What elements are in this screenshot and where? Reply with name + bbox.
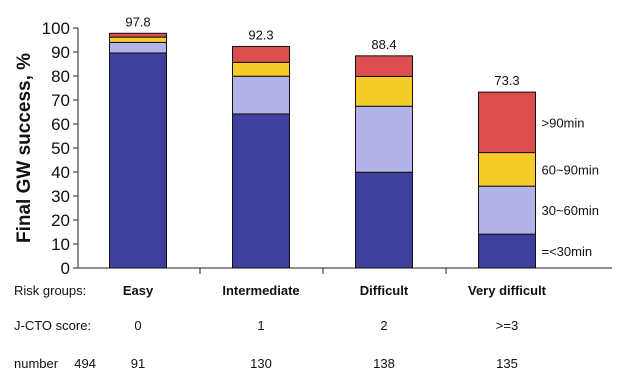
bar-segment [109,36,167,43]
bar-segment [355,75,413,107]
y-tick-label: 50 [51,139,70,158]
bar-total-label: 73.3 [494,73,519,88]
bar-total-label: 88.4 [371,37,396,52]
bar-segment [478,152,536,187]
bar-segment [355,55,413,77]
bar-segment [232,113,290,269]
risk-group-label: Intermediate [222,283,299,298]
y-tick-label: 70 [51,91,70,110]
y-tick-label: 30 [51,187,70,206]
legend-label: =<30min [542,244,593,259]
bar-segment [355,105,413,173]
bar-total-label: 92.3 [248,27,273,42]
risk-group-label: Very difficult [468,283,547,298]
y-tick-label: 100 [42,19,70,38]
y-tick-label: 10 [51,235,70,254]
bar-segment [109,32,167,38]
bar-segment [109,52,167,269]
row-label: J-CTO score: [14,318,91,333]
row-value: 138 [373,356,395,371]
labels: 97.8 92.3 88.4 73.3 =<30min 30~60min 60~90min >… [125,14,599,259]
y-tick-label: 0 [61,259,70,278]
risk-group-label: Difficult [360,283,409,298]
bar-segment [109,41,167,54]
legend-label: 30~60min [542,203,599,218]
bar-segment [232,61,290,77]
y-tick-label: 60 [51,115,70,134]
legend-label: 60~90min [542,162,599,177]
y-tick-label: 90 [51,43,70,62]
risk-group-label: Easy [123,283,154,298]
row-label: number [14,356,59,371]
bar-segment [478,233,536,269]
bars [109,32,536,269]
legend-label: >90min [542,115,585,130]
summary-table: Risk groups: Easy Intermediate Difficult Ver… [14,283,547,371]
row-value: 0 [134,318,141,333]
row-value: 2 [380,318,387,333]
bar-segment [478,185,536,235]
row-value: 91 [131,356,145,371]
row-total: 494 [74,356,96,371]
row-label: Risk groups: [14,283,86,298]
row-value: 135 [496,356,518,371]
y-tick-label: 40 [51,163,70,182]
row-value: 1 [257,318,264,333]
y-tick-label: 20 [51,211,70,230]
bar-segment [355,171,413,269]
axes: 0 10 20 30 40 50 60 70 80 90 100 Final GW success, … [14,19,612,278]
y-tick-label: 80 [51,67,70,86]
row-value: 130 [250,356,272,371]
bar-segment [232,45,290,63]
bar-segment [232,75,290,115]
y-axis-label: Final GW success, % [14,53,35,243]
bar-segment [478,91,536,154]
row-value: >=3 [496,318,518,333]
bar-total-label: 97.8 [125,14,150,29]
